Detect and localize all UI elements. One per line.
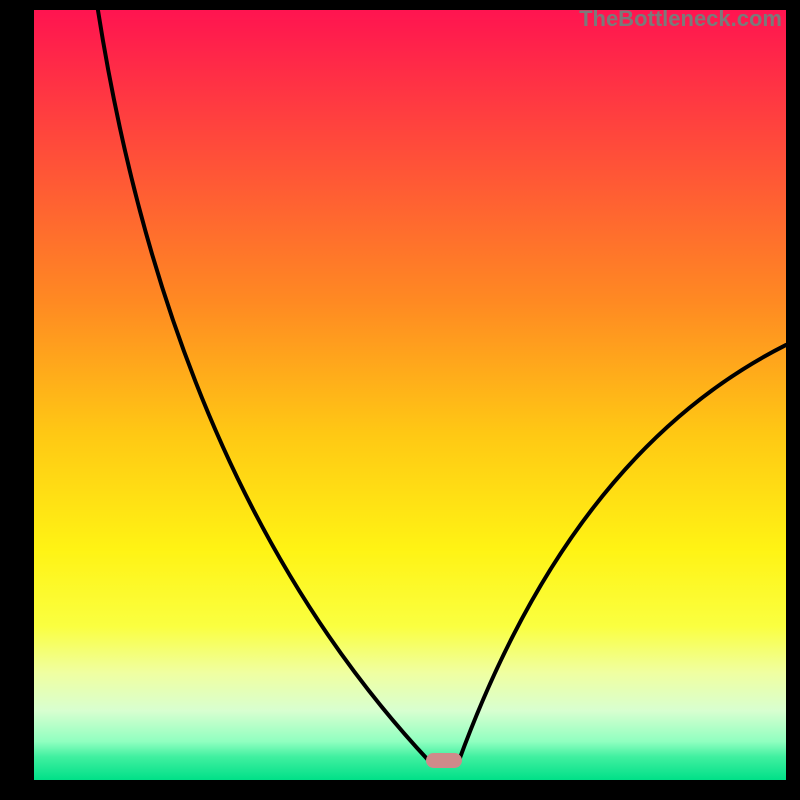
watermark-label: TheBottleneck.com — [579, 6, 782, 32]
bottleneck-marker — [426, 753, 462, 768]
bottleneck-curve — [34, 10, 786, 780]
plot-area — [34, 10, 786, 780]
chart-root: TheBottleneck.com — [0, 0, 800, 800]
